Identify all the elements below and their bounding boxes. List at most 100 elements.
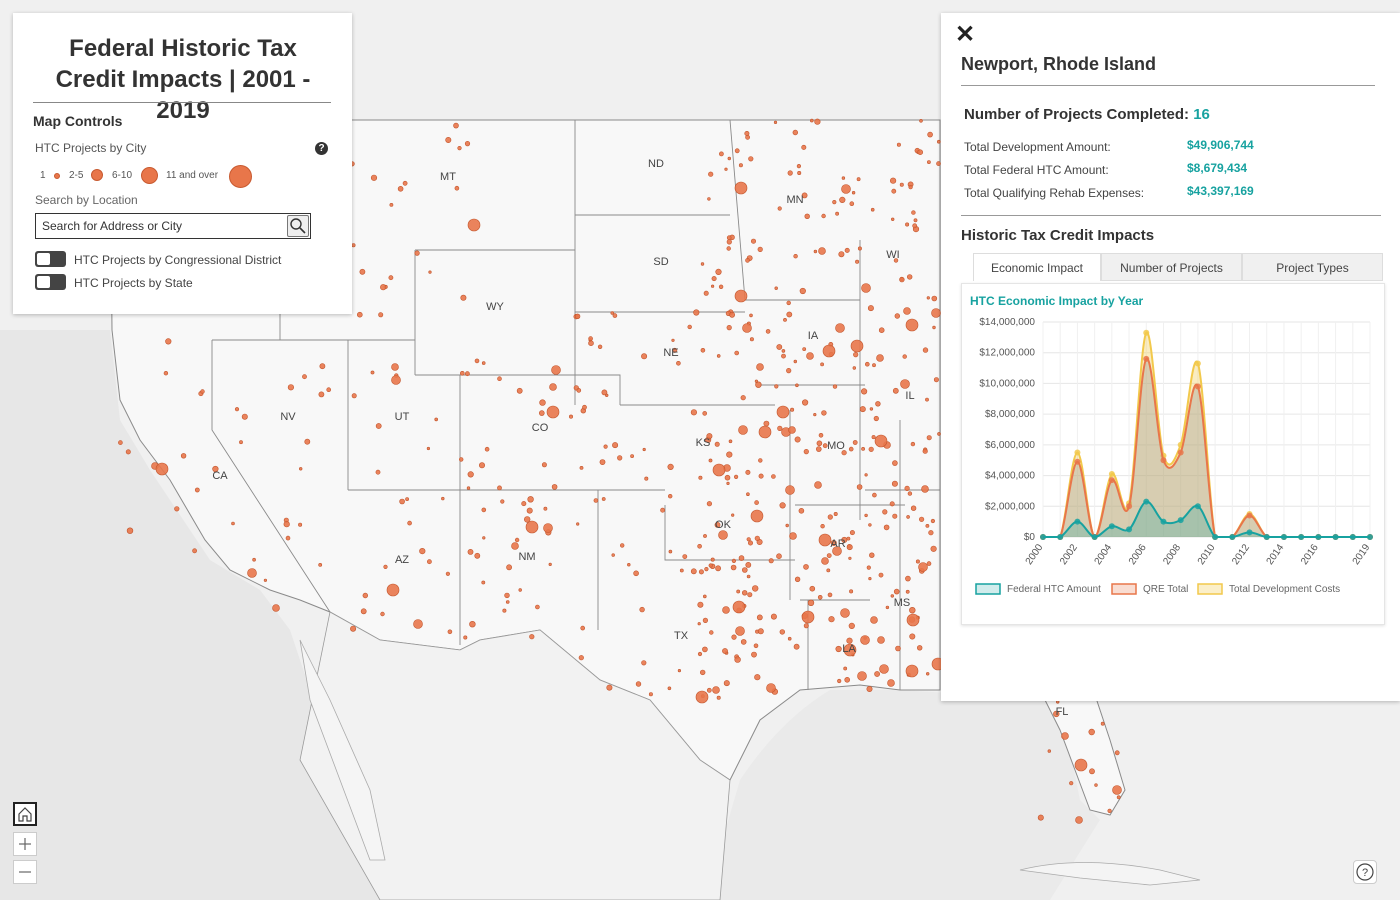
city-project-dot[interactable] <box>926 435 932 441</box>
city-project-dot[interactable] <box>679 568 684 573</box>
city-project-dot[interactable] <box>459 370 465 376</box>
city-project-dot[interactable] <box>835 645 842 653</box>
city-project-dot[interactable] <box>866 685 873 692</box>
city-project-dot[interactable] <box>1089 768 1095 775</box>
city-project-dot[interactable] <box>1112 785 1122 795</box>
city-project-dot[interactable] <box>726 235 732 240</box>
city-project-dot[interactable] <box>380 611 385 617</box>
city-project-dot[interactable] <box>787 170 793 176</box>
city-project-dot[interactable] <box>798 507 805 514</box>
city-project-dot[interactable] <box>386 583 400 597</box>
city-project-dot[interactable] <box>734 289 748 303</box>
city-project-dot[interactable] <box>875 401 881 407</box>
city-project-dot[interactable] <box>375 423 382 429</box>
city-project-dot[interactable] <box>287 384 295 391</box>
city-project-dot[interactable] <box>893 258 899 263</box>
city-project-dot[interactable] <box>908 185 913 190</box>
city-project-dot[interactable] <box>180 453 187 459</box>
city-project-dot[interactable] <box>627 562 631 567</box>
city-project-dot[interactable] <box>459 457 464 462</box>
city-project-dot[interactable] <box>801 144 807 150</box>
city-project-dot[interactable] <box>937 432 941 436</box>
city-project-dot[interactable] <box>474 552 481 559</box>
city-project-dot[interactable] <box>779 629 785 635</box>
city-project-dot[interactable] <box>776 405 790 419</box>
city-project-dot[interactable] <box>866 565 871 570</box>
city-project-dot[interactable] <box>925 397 929 402</box>
city-project-dot[interactable] <box>370 370 375 375</box>
city-project-dot[interactable] <box>568 414 573 419</box>
city-project-dot[interactable] <box>818 432 824 438</box>
city-project-dot[interactable] <box>677 668 682 673</box>
city-project-dot[interactable] <box>855 259 860 264</box>
city-project-dot[interactable] <box>856 484 863 490</box>
city-project-dot[interactable] <box>849 201 855 206</box>
city-project-dot[interactable] <box>765 329 771 334</box>
city-project-dot[interactable] <box>239 440 243 445</box>
city-project-dot[interactable] <box>539 399 546 406</box>
city-project-dot[interactable] <box>697 622 701 626</box>
city-project-dot[interactable] <box>877 636 885 644</box>
city-project-dot[interactable] <box>541 462 547 468</box>
city-project-dot[interactable] <box>546 405 560 419</box>
city-project-dot[interactable] <box>434 417 439 422</box>
city-project-dot[interactable] <box>715 268 722 276</box>
city-project-dot[interactable] <box>891 480 898 487</box>
city-project-dot[interactable] <box>841 450 847 456</box>
city-project-dot[interactable] <box>754 379 759 383</box>
city-project-dot[interactable] <box>793 359 797 364</box>
city-project-dot[interactable] <box>298 522 303 527</box>
city-project-dot[interactable] <box>192 548 197 554</box>
city-project-dot[interactable] <box>922 347 929 353</box>
city-project-dot[interactable] <box>360 608 367 615</box>
city-project-dot[interactable] <box>700 347 706 353</box>
city-project-dot[interactable] <box>704 566 709 572</box>
city-project-dot[interactable] <box>870 207 875 212</box>
city-project-dot[interactable] <box>899 182 904 187</box>
city-project-dot[interactable] <box>781 349 786 353</box>
city-project-dot[interactable] <box>835 211 840 216</box>
city-project-dot[interactable] <box>781 353 786 359</box>
city-project-dot[interactable] <box>869 407 874 411</box>
city-project-dot[interactable] <box>714 441 720 447</box>
zoom-out-button[interactable] <box>13 860 37 884</box>
city-project-dot[interactable] <box>319 363 326 370</box>
city-project-dot[interactable] <box>887 679 895 687</box>
city-project-dot[interactable] <box>718 284 724 289</box>
city-project-dot[interactable] <box>463 635 468 640</box>
search-input[interactable] <box>36 214 288 238</box>
city-project-dot[interactable] <box>716 354 721 358</box>
city-project-dot[interactable] <box>667 686 672 691</box>
city-project-dot[interactable] <box>874 671 880 677</box>
city-project-dot[interactable] <box>454 185 460 191</box>
city-project-dot[interactable] <box>830 539 837 546</box>
city-project-dot[interactable] <box>857 671 867 681</box>
city-project-dot[interactable] <box>413 619 423 629</box>
city-project-dot[interactable] <box>802 347 807 352</box>
city-project-dot[interactable] <box>827 514 833 520</box>
city-project-dot[interactable] <box>529 634 535 640</box>
city-project-dot[interactable] <box>722 648 728 654</box>
city-project-dot[interactable] <box>482 536 486 540</box>
city-project-dot[interactable] <box>861 283 871 293</box>
city-project-dot[interactable] <box>697 543 702 549</box>
city-project-dot[interactable] <box>849 589 854 594</box>
city-project-dot[interactable] <box>194 487 200 493</box>
city-project-dot[interactable] <box>909 633 916 640</box>
city-project-dot[interactable] <box>644 476 649 481</box>
city-project-dot[interactable] <box>356 311 363 318</box>
city-project-dot[interactable] <box>736 589 741 594</box>
city-project-dot[interactable] <box>525 520 539 534</box>
city-project-dot[interactable] <box>827 592 833 598</box>
city-project-dot[interactable] <box>903 307 911 315</box>
city-project-dot[interactable] <box>839 196 846 203</box>
city-project-dot[interactable] <box>481 361 486 365</box>
city-project-dot[interactable] <box>851 191 856 195</box>
city-project-dot[interactable] <box>709 630 714 635</box>
city-project-dot[interactable] <box>785 523 789 528</box>
city-project-dot[interactable] <box>389 202 394 207</box>
city-project-dot[interactable] <box>576 522 580 526</box>
city-project-dot[interactable] <box>783 317 787 322</box>
city-project-dot[interactable] <box>383 564 388 570</box>
city-project-dot[interactable] <box>803 564 809 570</box>
